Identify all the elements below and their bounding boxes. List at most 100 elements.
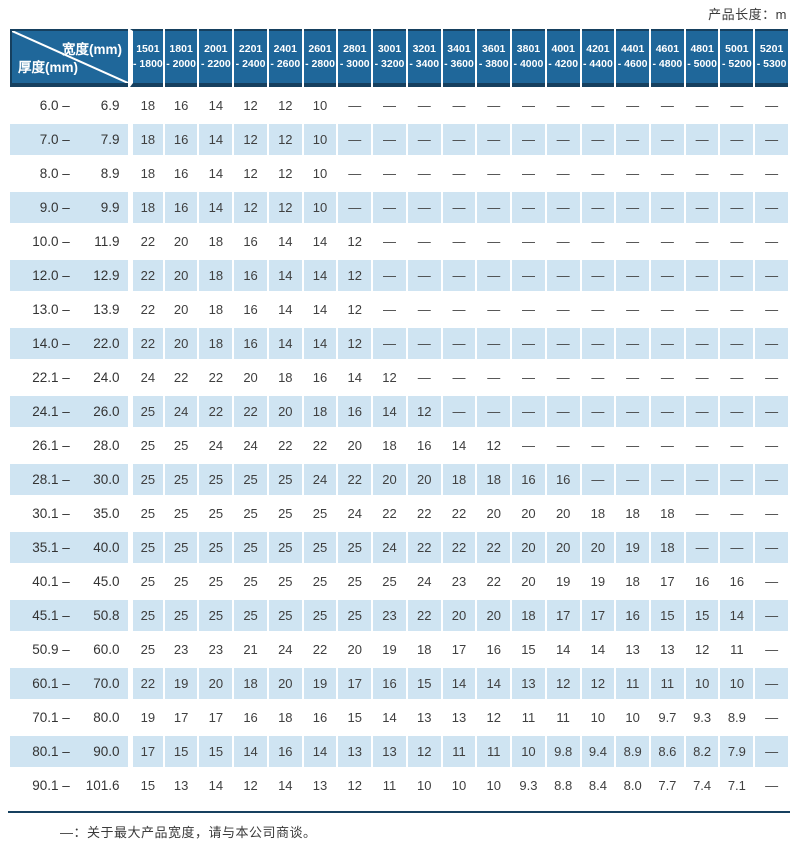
width-range-line2: - 5300	[756, 58, 787, 70]
max-length-cell: —	[685, 532, 719, 563]
width-range-header: 2601 - 2800	[303, 29, 337, 87]
max-length-cell: 16	[234, 328, 267, 359]
max-length-cell: —	[407, 294, 441, 325]
max-length-cell: —	[720, 362, 754, 393]
max-length-cell: 14	[268, 260, 302, 291]
thickness-low: 10.0	[32, 234, 59, 249]
max-length-cell: 14	[303, 260, 337, 291]
max-length-cell: 25	[303, 498, 337, 529]
max-length-cell: —	[581, 192, 615, 223]
max-length-cell: 17	[164, 702, 198, 733]
max-length-cell: 8.2	[685, 736, 719, 767]
max-length-cell: 20	[512, 532, 545, 563]
max-length-cell: —	[546, 362, 580, 393]
max-length-cell: —	[442, 158, 476, 189]
max-length-cell: 15	[199, 736, 233, 767]
thickness-low: 35.1	[32, 540, 59, 555]
max-length-cell: —	[546, 260, 580, 291]
max-length-cell: 25	[234, 532, 267, 563]
max-length-cell: —	[442, 90, 476, 121]
width-range-line1: 4601	[655, 43, 680, 55]
max-length-cell: 25	[164, 532, 198, 563]
max-length-cell: 10	[303, 158, 337, 189]
max-length-cell: 20	[477, 600, 511, 631]
max-length-cell: —	[720, 124, 754, 155]
thickness-range: 40.1– 45.0	[10, 566, 128, 597]
max-length-cell: —	[755, 226, 788, 257]
range-separator: –	[62, 608, 70, 623]
max-length-cell: —	[616, 430, 650, 461]
max-length-cell: 12	[268, 192, 302, 223]
max-length-cell: 20	[407, 464, 441, 495]
thickness-low: 8.0	[39, 166, 59, 181]
max-length-cell: 24	[303, 464, 337, 495]
max-length-cell: 16	[303, 702, 337, 733]
max-length-cell: —	[373, 260, 406, 291]
thickness-low: 24.1	[32, 404, 59, 419]
max-length-cell: 20	[268, 668, 302, 699]
range-separator: –	[62, 166, 70, 181]
max-length-cell: —	[755, 532, 788, 563]
width-range-header: 4001 - 4200	[546, 29, 580, 87]
max-length-cell: —	[442, 192, 476, 223]
max-length-cell: —	[720, 464, 754, 495]
max-length-cell: 20	[234, 362, 267, 393]
max-length-cell: 14	[268, 328, 302, 359]
thickness-high: 11.9	[94, 234, 120, 249]
width-range-line1: 2801	[343, 43, 367, 55]
max-length-cell: 18	[373, 430, 406, 461]
max-length-cell: 10	[477, 770, 511, 801]
max-length-cell: 18	[234, 668, 267, 699]
max-length-cell: —	[685, 226, 719, 257]
width-range-line1: 2401	[273, 43, 297, 55]
max-length-cell: 12	[338, 770, 372, 801]
max-length-cell: 22	[303, 430, 337, 461]
width-range-line1: 2201	[238, 43, 263, 55]
max-length-cell: 23	[442, 566, 476, 597]
max-length-cell: —	[616, 192, 650, 223]
thickness-low: 40.1	[32, 574, 59, 589]
max-length-cell: 8.9	[616, 736, 650, 767]
max-length-cell: —	[651, 362, 684, 393]
max-length-cell: 7.4	[685, 770, 719, 801]
max-length-cell: 13	[164, 770, 198, 801]
range-separator: –	[62, 438, 70, 453]
thickness-low: 6.0	[39, 98, 59, 113]
max-length-cell: —	[477, 294, 511, 325]
width-range-line1: 3201	[412, 43, 436, 55]
thickness-low: 45.1	[32, 608, 59, 623]
table-row: 80.1–90.0 17 15 15 14 16 14 13 13 12 11 11 10 9.8 9.4 8…	[10, 736, 788, 767]
max-length-cell: —	[581, 362, 615, 393]
max-length-cell: 22	[373, 498, 406, 529]
max-length-cell: 23	[199, 634, 233, 665]
max-length-cell: 25	[199, 532, 233, 563]
max-length-cell: —	[651, 226, 684, 257]
width-range-line1: 3001	[377, 43, 402, 55]
max-length-cell: 15	[130, 770, 163, 801]
max-length-cell: —	[755, 192, 788, 223]
max-length-cell: 12	[234, 124, 267, 155]
width-range-line2: - 1800	[133, 58, 163, 70]
max-length-cell: —	[651, 90, 684, 121]
max-length-cell: —	[581, 396, 615, 427]
max-length-cell: 8.6	[651, 736, 684, 767]
max-length-cell: 16	[616, 600, 650, 631]
thickness-range: 30.1– 35.0	[10, 498, 128, 529]
max-length-cell: —	[442, 124, 476, 155]
max-length-cell: 25	[164, 566, 198, 597]
max-length-cell: 13	[616, 634, 650, 665]
max-length-cell: 22	[268, 430, 302, 461]
width-range-line1: 4001	[551, 43, 575, 55]
max-length-cell: 24	[268, 634, 302, 665]
range-separator: –	[62, 778, 70, 793]
max-length-cell: —	[720, 90, 754, 121]
max-length-cell: 25	[268, 532, 302, 563]
thickness-range: 80.1– 90.0	[10, 736, 128, 767]
table-row: 7.0–7.9 18 16 14 12 12 10— — — — — — — — — — — — —	[10, 124, 788, 155]
max-length-cell: —	[373, 294, 406, 325]
max-length-cell: —	[338, 192, 372, 223]
max-length-cell: —	[512, 430, 545, 461]
max-length-cell: —	[581, 260, 615, 291]
max-length-cell: —	[442, 328, 476, 359]
max-length-cell: —	[685, 90, 719, 121]
